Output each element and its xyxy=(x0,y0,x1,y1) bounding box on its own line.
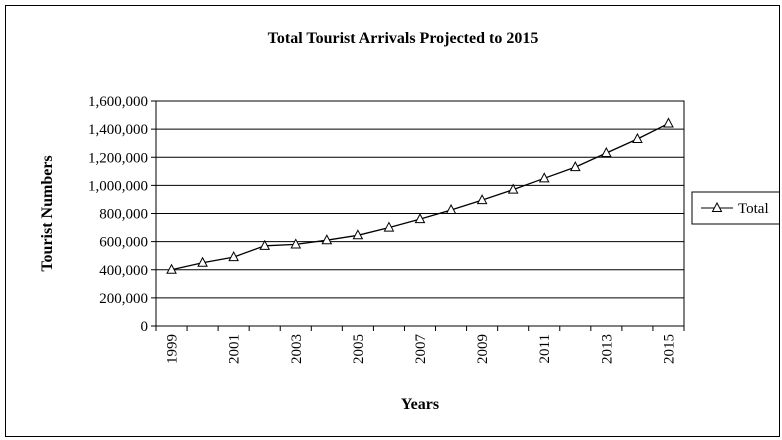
x-tick-label: 2007 xyxy=(413,334,429,365)
y-tick-label: 600,000 xyxy=(99,235,148,251)
x-tick-label: 1999 xyxy=(165,334,181,364)
series-line-total xyxy=(171,122,669,271)
data-point-marker xyxy=(259,239,271,250)
chart-title: Total Tourist Arrivals Projected to 2015 xyxy=(268,30,539,47)
y-tick-label: 0 xyxy=(141,319,149,335)
data-point-marker xyxy=(632,132,643,143)
x-tick-label: 2011 xyxy=(537,334,553,363)
data-point-marker xyxy=(601,146,612,158)
data-point-marker xyxy=(414,213,426,224)
y-tick-label: 1,200,000 xyxy=(88,150,148,166)
data-point-marker xyxy=(507,183,519,194)
chart-frame: Total Tourist Arrivals Projected to 2015… xyxy=(5,5,780,437)
x-tick-label: 2003 xyxy=(289,334,305,364)
x-tick-label: 2005 xyxy=(351,334,367,364)
y-axis-title: Tourist Numbers xyxy=(39,155,56,271)
legend-entry-label: Total xyxy=(738,201,769,217)
y-axis: 0 200,000 400,000 600,000 800,000 1,000,000 1,… xyxy=(88,94,156,335)
data-point-marker xyxy=(290,238,302,249)
legend: Total xyxy=(691,191,779,225)
data-point-marker xyxy=(352,229,364,240)
x-axis-title: Years xyxy=(401,396,439,413)
x-tick-label: 2015 xyxy=(661,334,677,364)
series-group xyxy=(166,117,674,274)
data-point-marker xyxy=(197,256,208,267)
data-point-marker xyxy=(166,263,177,274)
x-tick-label: 2013 xyxy=(599,334,615,364)
chart-svg: Total Tourist Arrivals Projected to 2015… xyxy=(39,30,779,413)
y-tick-label: 1,400,000 xyxy=(88,122,148,138)
y-tick-label: 400,000 xyxy=(99,263,148,279)
y-tick-label: 1,600,000 xyxy=(88,94,148,110)
data-point-marker xyxy=(445,203,457,214)
y-tick-label: 800,000 xyxy=(99,207,148,223)
legend-triangle-marker xyxy=(711,201,723,212)
x-axis: 1999 2001 2003 2005 2007 2009 2011 2013 2015 xyxy=(155,326,685,365)
data-point-marker xyxy=(476,194,488,205)
y-tick-label: 1,000,000 xyxy=(88,178,148,194)
x-tick-label: 2001 xyxy=(227,334,243,364)
x-tick-label: 2009 xyxy=(475,334,491,364)
data-point-marker xyxy=(383,221,395,232)
data-point-marker xyxy=(569,161,581,172)
data-point-marker xyxy=(228,251,239,262)
data-point-marker xyxy=(538,172,550,183)
grid-lines xyxy=(156,100,684,299)
data-point-marker xyxy=(321,234,333,245)
data-point-marker xyxy=(663,117,674,128)
y-tick-label: 200,000 xyxy=(99,291,148,307)
